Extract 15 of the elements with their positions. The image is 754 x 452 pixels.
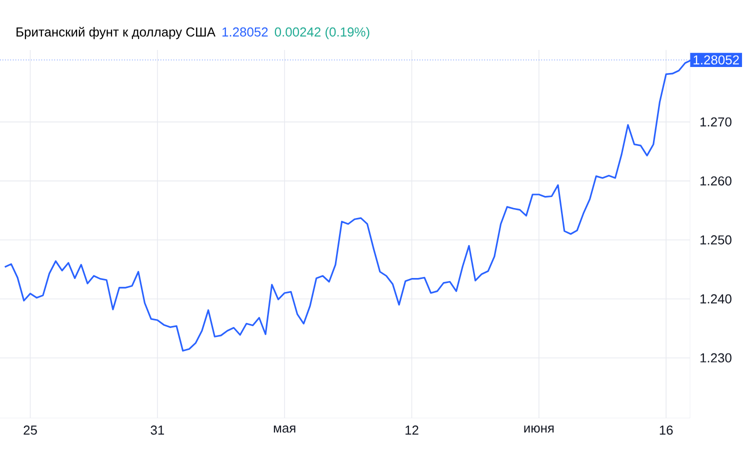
- x-tick-label: 31: [150, 426, 164, 435]
- y-tick-label: 1.230: [700, 353, 732, 362]
- text: 1.28052: [222, 27, 268, 37]
- x-tick-label: 25: [24, 426, 37, 435]
- chart-title: Британский фунт к доллару США: [16, 26, 216, 40]
- x-tick-label: 12: [406, 426, 418, 435]
- text: 0.00242 (0.19%): [274, 27, 370, 40]
- y-tick-label: 1.260: [700, 176, 732, 186]
- x-tick-label: 16: [660, 426, 673, 435]
- x-tick-label: июня: [524, 426, 554, 433]
- y-tick-label: 1.270: [700, 117, 732, 127]
- x-tick-label: мая: [274, 426, 296, 433]
- ref-line-label: 1.28052: [694, 55, 739, 64]
- y-tick-label: 1.250: [700, 235, 732, 244]
- y-tick-label: 1.240: [700, 294, 732, 304]
